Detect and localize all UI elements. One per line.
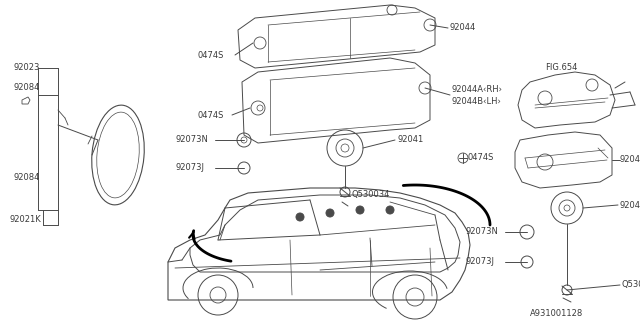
Text: 0474S: 0474S (468, 154, 494, 163)
Text: A931001128: A931001128 (530, 309, 583, 318)
Text: 92044: 92044 (450, 23, 476, 33)
Text: 92044C: 92044C (620, 156, 640, 164)
Text: 0474S: 0474S (198, 51, 225, 60)
Text: Q530034: Q530034 (352, 190, 390, 199)
Circle shape (296, 213, 304, 221)
Text: 0474S: 0474S (198, 110, 225, 119)
Text: 92044A‹RH›: 92044A‹RH› (452, 85, 503, 94)
Text: 92084: 92084 (13, 84, 40, 92)
Text: 92084: 92084 (13, 173, 40, 182)
Text: 92073N: 92073N (466, 228, 499, 236)
Text: 92073N: 92073N (175, 135, 208, 145)
Circle shape (356, 206, 364, 214)
Text: 92073J: 92073J (466, 258, 495, 267)
Text: 92044B‹LH›: 92044B‹LH› (452, 98, 502, 107)
Circle shape (386, 206, 394, 214)
Text: 92041: 92041 (620, 201, 640, 210)
Text: 92041: 92041 (397, 135, 423, 145)
Circle shape (326, 209, 334, 217)
Text: 92021K: 92021K (10, 215, 42, 225)
Text: 92073J: 92073J (175, 164, 204, 172)
Text: FIG.654: FIG.654 (545, 63, 577, 73)
Text: 92023: 92023 (13, 63, 40, 73)
Text: Q530034: Q530034 (622, 281, 640, 290)
